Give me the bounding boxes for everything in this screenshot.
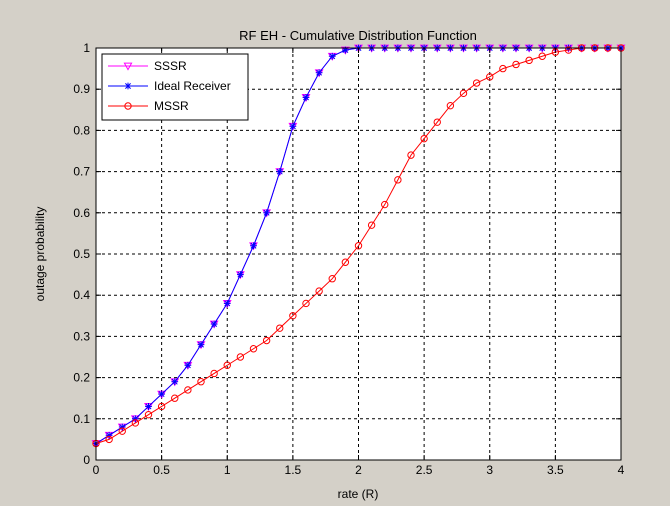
data-point [210, 369, 218, 378]
data-point [381, 200, 389, 209]
y-tick-label: 0.1 [73, 412, 90, 426]
y-axis-label: outage probability [33, 207, 47, 302]
data-point [446, 101, 455, 110]
data-point [171, 378, 179, 386]
chart-title: RF EH - Cumulative Distribution Function [239, 28, 477, 43]
y-tick-label: 0.2 [73, 371, 90, 385]
data-point [315, 287, 323, 295]
axis-ticks: 0 0.5 1 1.5 2 2.5 3 3.5 4 0 0.1 0.2 0.3 0.4 0.5 0.6 0.7 0… [73, 41, 624, 477]
data-point [197, 378, 205, 386]
y-tick-label: 0.9 [73, 82, 90, 96]
legend: SSSR Ideal Receiver MSSR [101, 53, 249, 121]
legend-label: MSSR [154, 99, 189, 113]
data-point [486, 73, 494, 81]
data-point [262, 336, 271, 345]
data-point [328, 275, 336, 283]
x-tick-label: 2.5 [416, 463, 433, 477]
data-point [289, 312, 297, 320]
y-tick-label: 0.4 [73, 288, 90, 302]
data-point [328, 52, 336, 60]
series-mssr [92, 44, 625, 448]
data-point [302, 94, 310, 101]
data-point [472, 79, 481, 87]
data-point [512, 60, 520, 69]
data-point [145, 403, 152, 410]
data-point [144, 410, 153, 419]
data-point [315, 69, 323, 77]
y-tick-label: 0 [83, 453, 90, 467]
data-point [184, 361, 192, 369]
data-point [367, 221, 376, 229]
legend-marker [123, 62, 133, 71]
legend-marker [124, 102, 132, 110]
x-tick-label: 1.5 [285, 463, 302, 477]
data-point [236, 353, 245, 361]
data-point [223, 300, 231, 307]
legend-marker [124, 82, 132, 90]
y-tick-label: 0.5 [73, 247, 90, 261]
data-point [302, 299, 310, 308]
data-point [433, 118, 441, 126]
data-point [289, 122, 297, 130]
data-point [131, 419, 140, 427]
data-point [420, 134, 428, 143]
data-point [157, 402, 166, 411]
data-point [263, 209, 271, 217]
x-tick-label: 2 [355, 463, 362, 477]
y-tick-label: 1 [83, 41, 90, 55]
x-tick-label: 0.5 [153, 463, 170, 477]
data-point [105, 435, 113, 444]
data-point [341, 258, 350, 266]
y-tick-label: 0.3 [73, 329, 90, 343]
data-point [276, 324, 284, 332]
y-tick-label: 0.6 [73, 206, 90, 220]
data-point [158, 390, 166, 398]
data-point [223, 361, 231, 369]
data-point [407, 151, 415, 159]
legend-label: SSSR [154, 59, 187, 73]
y-tick-label: 0.7 [73, 165, 90, 179]
legend-label: Ideal Receiver [154, 79, 231, 93]
x-axis-label: rate (R) [338, 487, 379, 501]
data-point [354, 242, 363, 250]
data-point [184, 386, 192, 394]
x-tick-label: 4 [618, 463, 625, 477]
x-tick-label: 1 [224, 463, 231, 477]
data-point [394, 176, 402, 184]
data-point [459, 89, 468, 98]
data-point [525, 56, 533, 65]
x-tick-label: 3 [486, 463, 493, 477]
x-tick-label: 3.5 [547, 463, 564, 477]
data-point [197, 341, 205, 349]
data-point [249, 345, 258, 353]
data-point [276, 168, 284, 175]
data-point [538, 52, 546, 60]
data-point [499, 64, 507, 73]
data-point [171, 394, 179, 402]
data-point [210, 320, 218, 328]
data-point [564, 46, 573, 54]
x-tick-label: 0 [93, 463, 100, 477]
y-tick-label: 0.8 [73, 123, 90, 137]
data-point [118, 427, 126, 435]
data-point [250, 242, 257, 250]
series-line [95, 47, 621, 444]
data-point [236, 271, 244, 278]
